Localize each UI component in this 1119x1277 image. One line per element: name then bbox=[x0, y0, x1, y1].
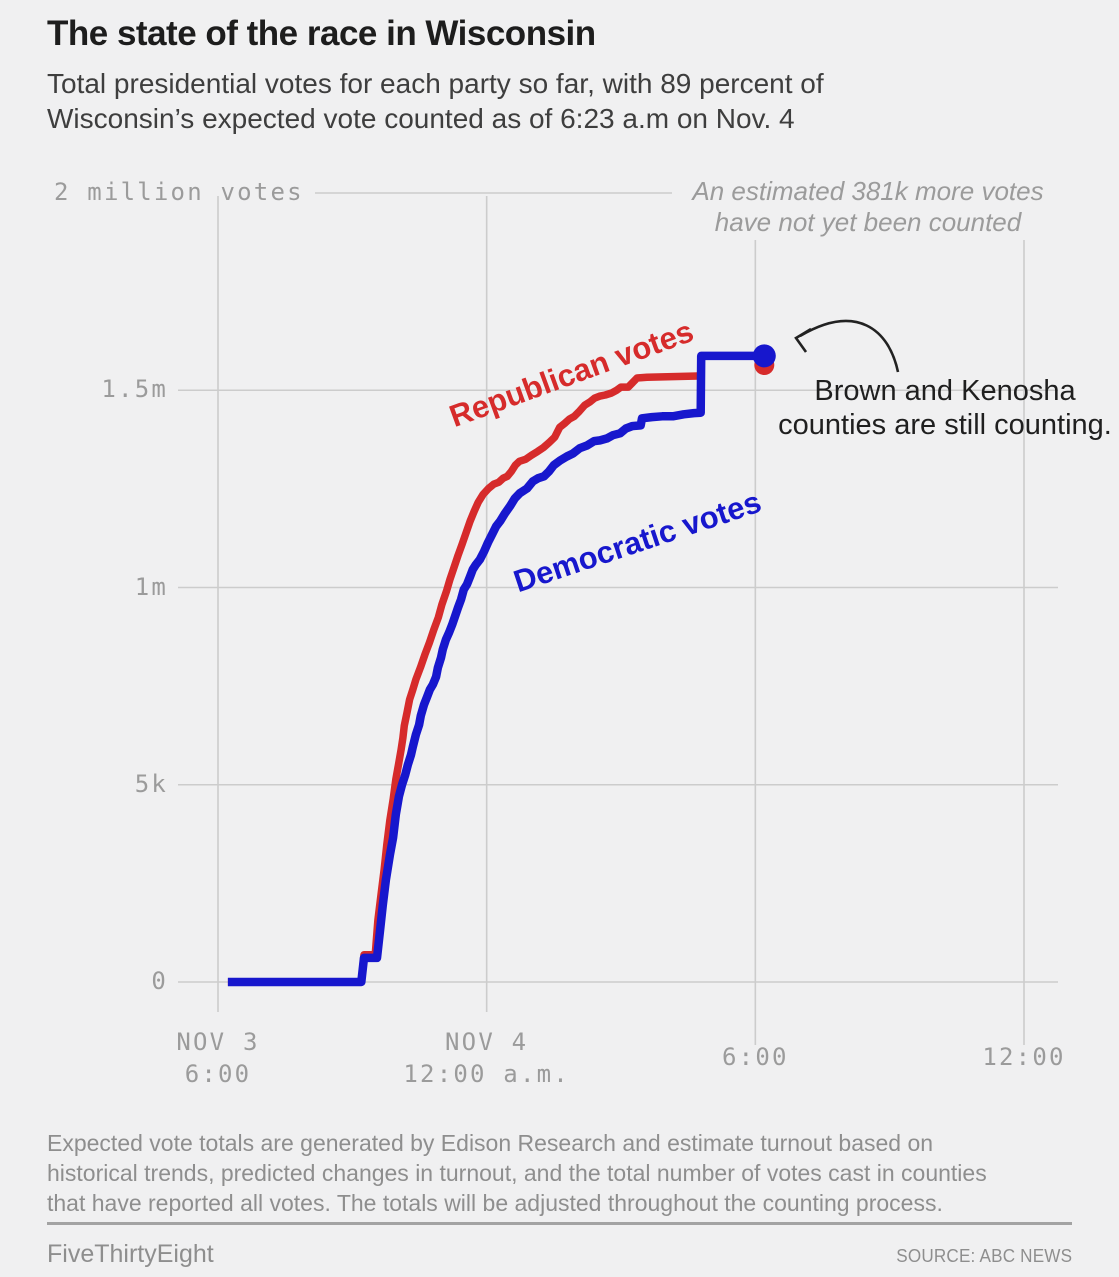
footnote-line-1: Expected vote totals are generated by Ed… bbox=[47, 1130, 934, 1156]
counting-note-line-2: counties are still counting. bbox=[778, 409, 1112, 441]
x-tick-label: NOV 4 bbox=[445, 1028, 529, 1056]
democratic-endpoint-dot bbox=[752, 344, 776, 368]
footnote-line-3: that have reported all votes. The totals… bbox=[47, 1190, 943, 1216]
y-tick-label: 0 bbox=[151, 967, 168, 995]
footnote-line-2: historical trends, predicted changes in … bbox=[47, 1160, 987, 1186]
democratic-line bbox=[227, 351, 765, 987]
y-tick-label: 5k bbox=[134, 769, 168, 798]
subtitle-line-1: Total presidential votes for each party … bbox=[47, 68, 824, 99]
page-title: The state of the race in Wisconsin bbox=[47, 14, 596, 53]
y-tick-label: 1.5m bbox=[101, 375, 168, 404]
x-tick-label: 6:00 bbox=[184, 1060, 252, 1088]
counting-note-line-1: Brown and Kenosha bbox=[814, 375, 1076, 407]
y-tick-label: 1m bbox=[134, 572, 168, 601]
republican-line bbox=[227, 372, 699, 986]
chart-footnote: Expected vote totals are generated by Ed… bbox=[47, 1128, 1087, 1218]
counting-note: Brown and Kenosha counties are still cou… bbox=[764, 374, 1119, 442]
x-tick-label: 12:00 a.m. bbox=[403, 1060, 570, 1088]
annotation-arrow-icon bbox=[799, 319, 900, 373]
subtitle-line-2: Wisconsin’s expected vote counted as of … bbox=[47, 103, 795, 134]
y-tick-label: 2 million votes bbox=[54, 178, 304, 206]
footer-divider bbox=[47, 1222, 1072, 1225]
x-tick-label: 12:00 bbox=[982, 1043, 1066, 1071]
votes-remaining-note: An estimated 381k more votes have not ye… bbox=[658, 176, 1078, 238]
x-tick-label: 6:00 bbox=[722, 1043, 789, 1071]
votes-remaining-note-line-1: An estimated 381k more votes bbox=[692, 176, 1044, 206]
x-tick-label: NOV 3 bbox=[176, 1028, 260, 1056]
page-subtitle: Total presidential votes for each party … bbox=[47, 66, 824, 136]
source-credit: SOURCE: ABC NEWS bbox=[896, 1246, 1072, 1266]
brand-text: FiveThirtyEight bbox=[47, 1240, 214, 1268]
votes-remaining-note-line-2: have not yet been counted bbox=[714, 207, 1022, 237]
annotation-arrowhead-icon bbox=[794, 327, 812, 353]
